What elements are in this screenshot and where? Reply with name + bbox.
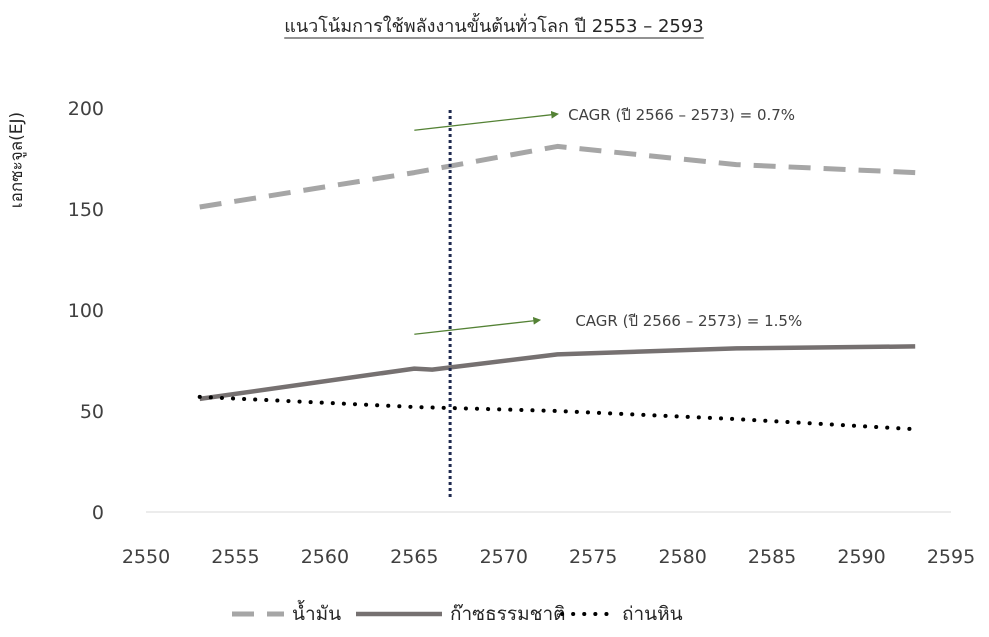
series-line-2: [197, 394, 918, 432]
y-axis-label: เอกซะจูล(EJ): [7, 112, 27, 208]
annotation-text-1: CAGR (ปี 2566 – 2573) = 1.5%: [575, 312, 802, 330]
series-line-0: [199, 143, 916, 210]
y-tick-label-0: 0: [92, 502, 104, 524]
x-tick-label-2565: 2565: [390, 546, 438, 568]
x-tick-label-2555: 2555: [211, 546, 259, 568]
y-tick-label-100: 100: [68, 300, 104, 322]
x-tick-label-2590: 2590: [837, 546, 885, 568]
legend-label-2: ถ่านหิน: [622, 603, 683, 625]
chart-title: แนวโน้มการใช้พลังงานขั้นต้นทั่วโลก ปี 25…: [284, 13, 704, 37]
annotation-text-0: CAGR (ปี 2566 – 2573) = 0.7%: [568, 106, 795, 124]
x-tick-label-2580: 2580: [658, 546, 706, 568]
series-line-1: [199, 344, 916, 402]
x-tick-label-2560: 2560: [301, 546, 349, 568]
x-tick-label-2550: 2550: [122, 546, 170, 568]
x-tick-label-2575: 2575: [569, 546, 617, 568]
legend-label-1: ก๊าซธรรมชาติ: [450, 603, 566, 625]
annotation-arrow-1: [414, 316, 542, 335]
x-tick-label-2570: 2570: [480, 546, 528, 568]
y-tick-label-150: 150: [68, 199, 104, 221]
x-tick-label-2585: 2585: [748, 546, 796, 568]
y-tick-label-200: 200: [68, 98, 104, 120]
x-tick-label-2595: 2595: [927, 546, 975, 568]
annotation-arrow-0: [414, 110, 559, 131]
legend-label-0: น้ำมัน: [292, 600, 341, 625]
y-tick-label-50: 50: [80, 401, 104, 423]
